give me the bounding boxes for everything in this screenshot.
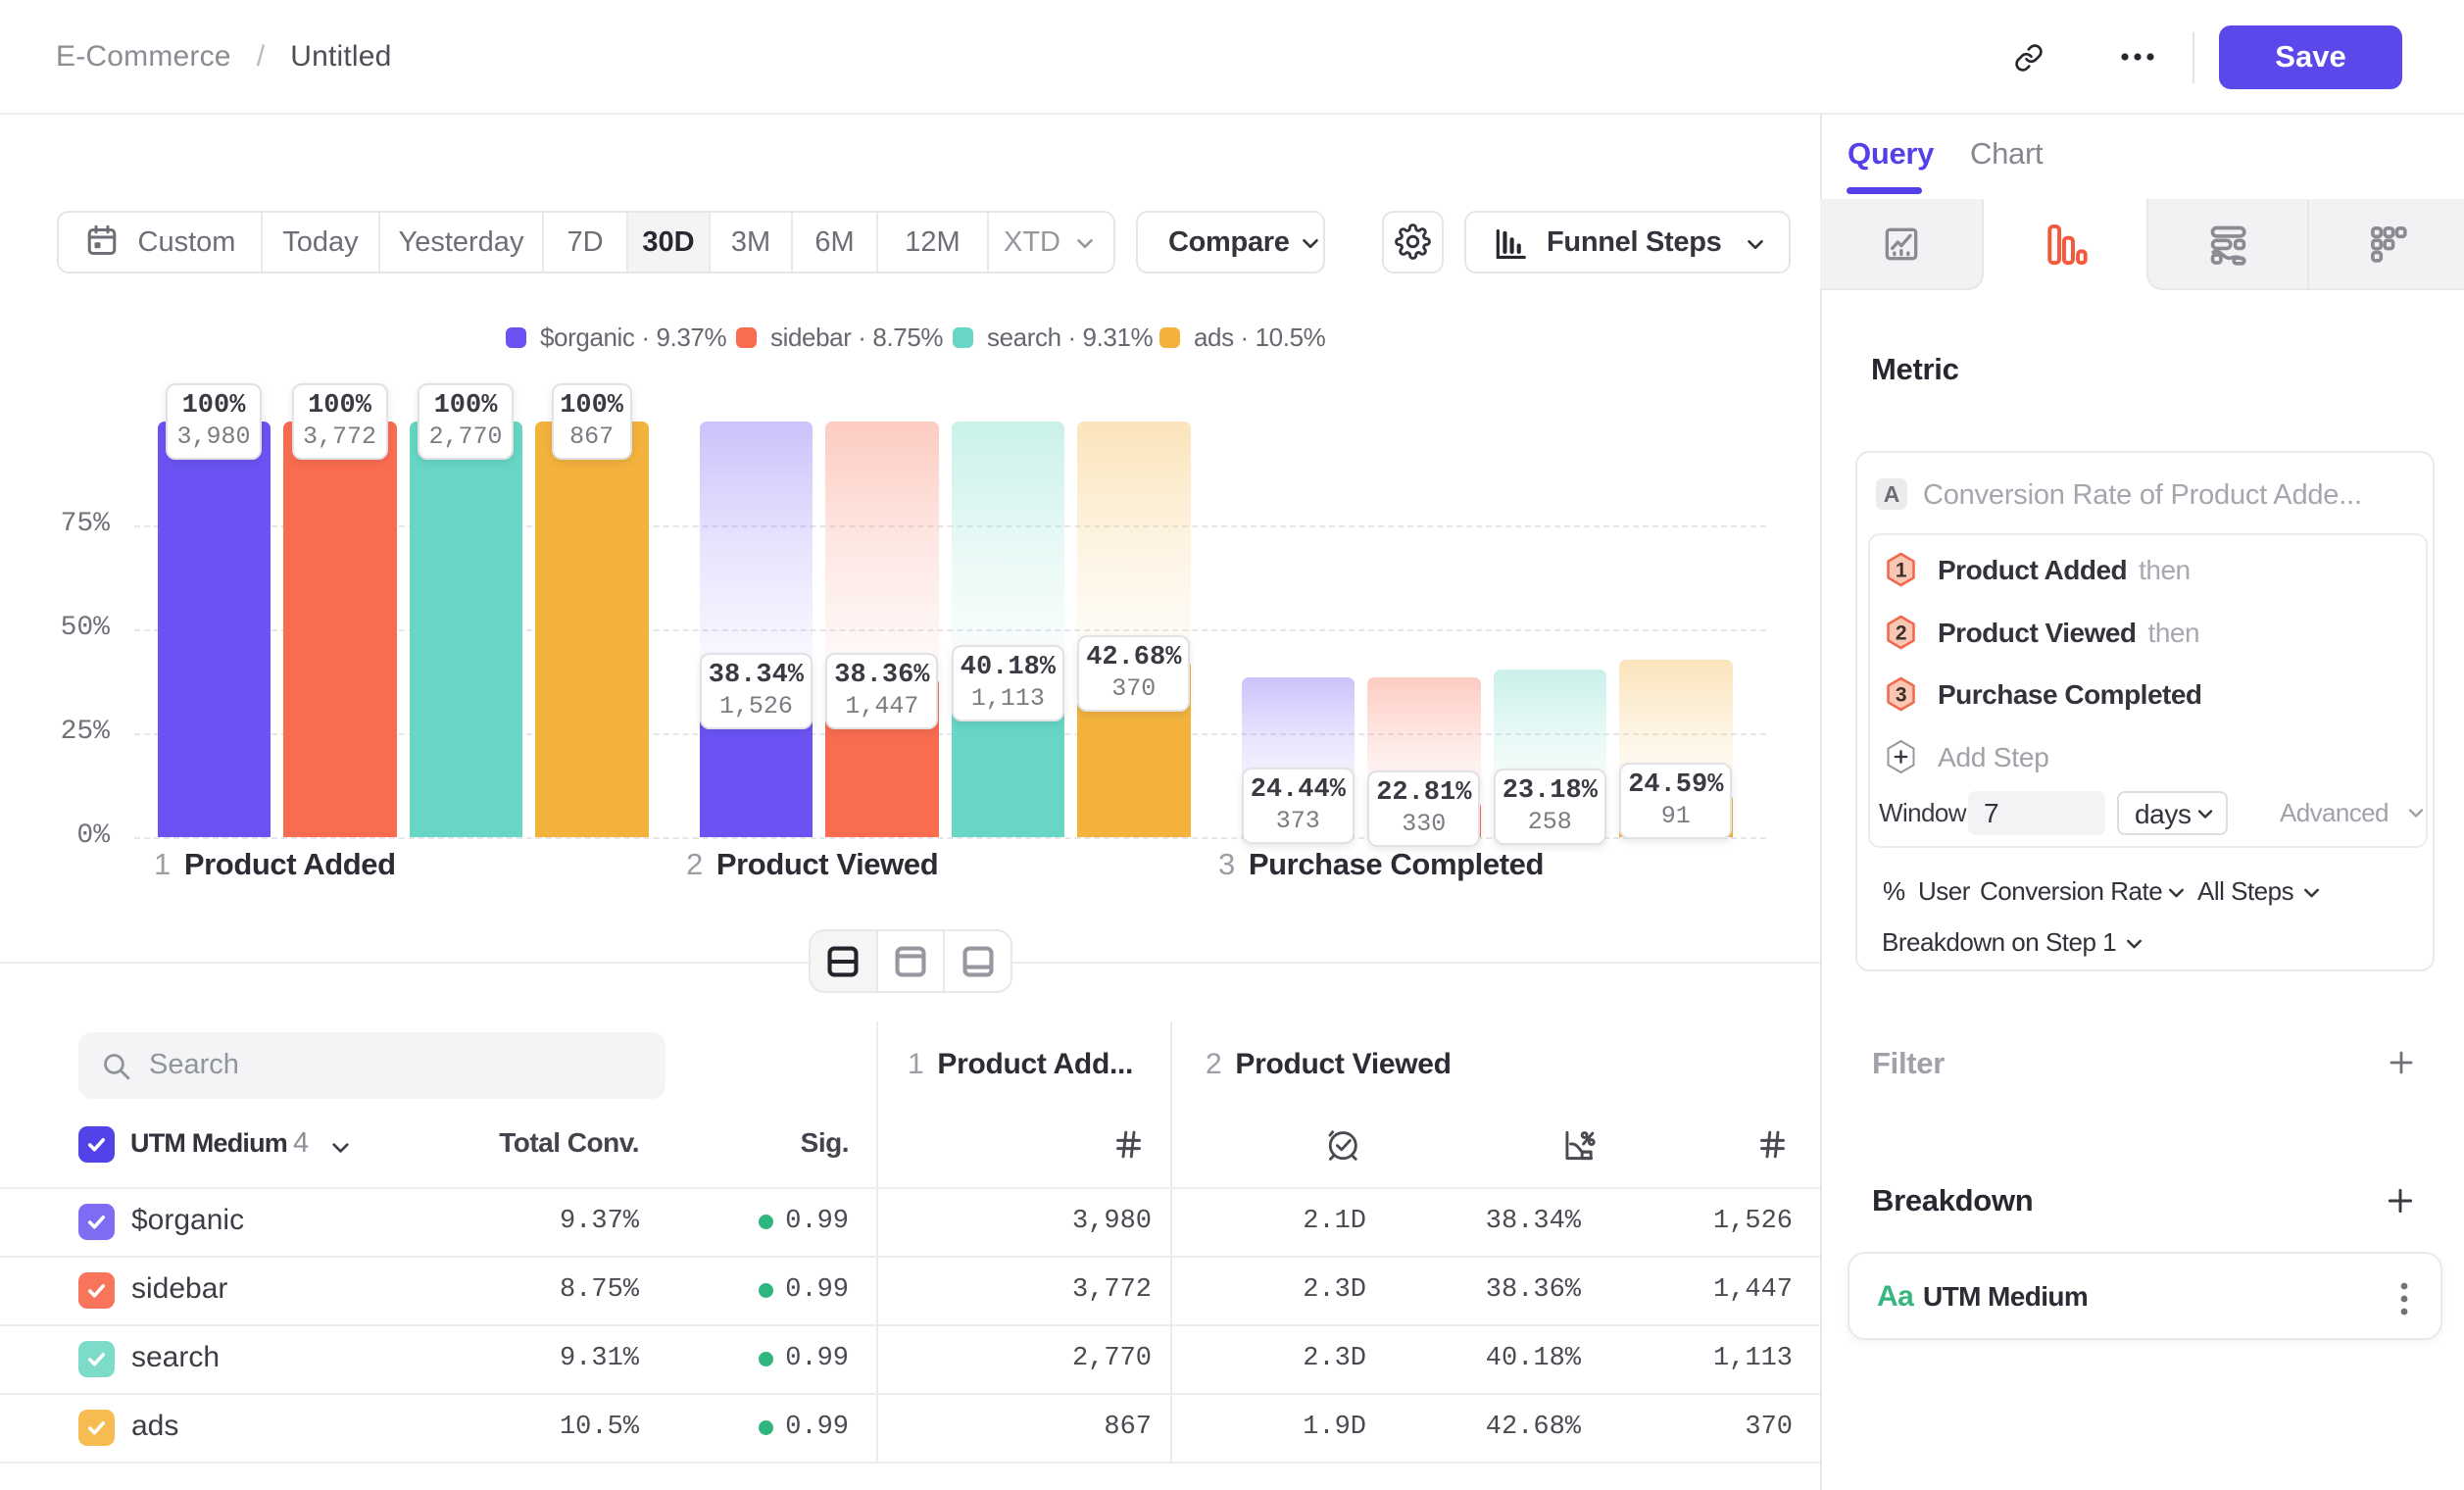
svg-text:2: 2 bbox=[1896, 622, 1906, 645]
svg-text:1: 1 bbox=[1896, 560, 1907, 582]
svg-text:3: 3 bbox=[1896, 684, 1906, 707]
